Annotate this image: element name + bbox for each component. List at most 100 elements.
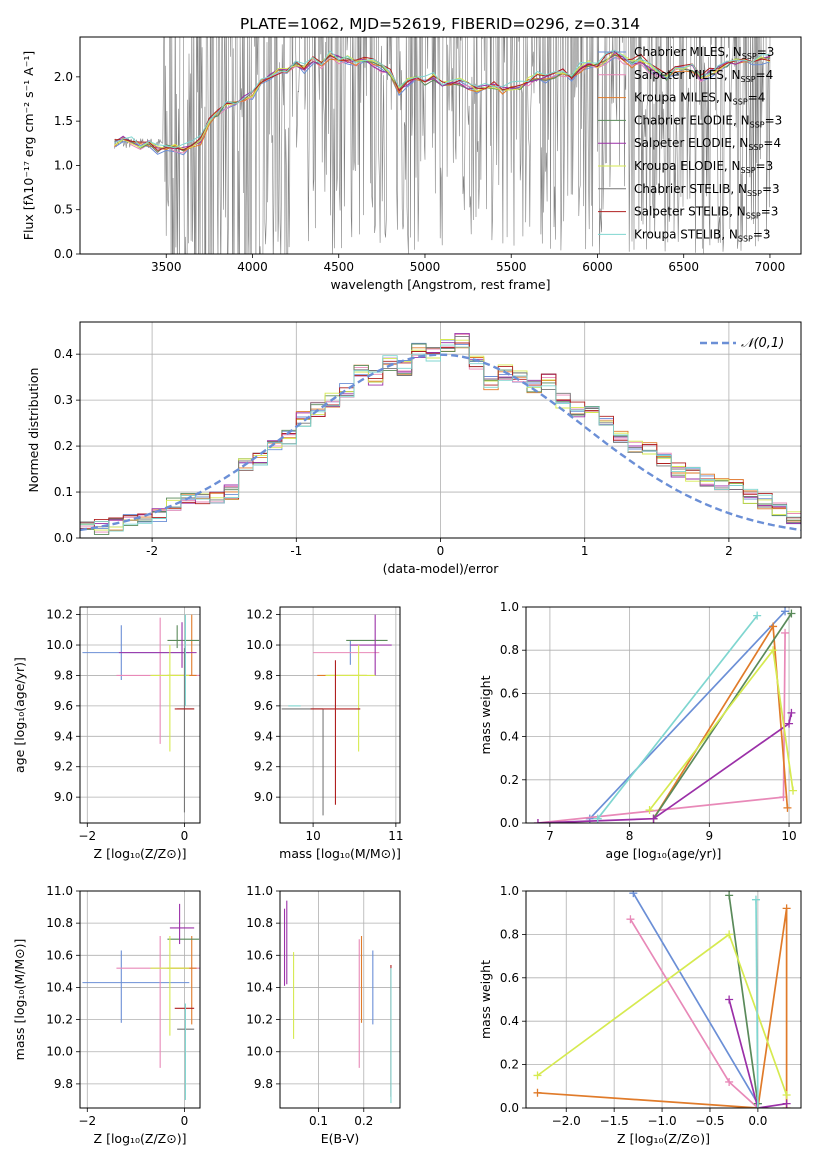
y-tick-label: 9.4 <box>254 729 273 743</box>
legend-label: Salpeter ELODIE, NSSP=4 <box>634 136 781 152</box>
x-axis-label: mass [log₁₀(M/M⊙)] <box>279 846 401 861</box>
x-tick-label: −1.0 <box>647 1114 676 1128</box>
spectrum-model-line <box>114 49 771 149</box>
weight-marker <box>769 646 778 655</box>
x-tick-label: 11 <box>388 829 403 843</box>
weight-marker <box>533 1088 542 1097</box>
y-tick-label: 10.8 <box>246 916 273 930</box>
y-tick-label: 10.6 <box>46 948 73 962</box>
y-tick-label: 0.6 <box>500 686 519 700</box>
x-tick-label: −2.0 <box>552 1114 581 1128</box>
y-tick-label: 9.0 <box>54 790 73 804</box>
axes-frame <box>79 890 201 1109</box>
weight_vs_age-plot-area <box>533 607 798 823</box>
mass_vs_EBV-panel: 0.1 0.2 9.8 10.0 10.2 10.4 10.6 10.8 11.0 E(B-V) <box>246 884 401 1146</box>
y-tick-label: 10.4 <box>46 980 73 994</box>
y-tick-label: 0.6 <box>500 971 519 985</box>
y-tick-label: 0.0 <box>54 247 73 261</box>
x-tick-label: 3500 <box>151 260 182 274</box>
x-tick-label: 4000 <box>237 260 268 274</box>
age_vs_Z-plot-area <box>82 614 200 813</box>
mass_vs_Z-panel: −2 0 9.8 10.0 10.2 10.4 10.6 10.8 11.0 Z [log₁₀(Z… <box>12 884 201 1146</box>
x-tick-label: 8 <box>626 829 634 843</box>
y-tick-label: 10.8 <box>46 916 73 930</box>
legend-label: Chabrier ELODIE, NSSP=3 <box>634 113 782 129</box>
age_vs_mass-panel: 10 11 9.0 9.2 9.4 9.6 9.8 10.0 10.2 mass [log₁₀(M… <box>246 606 404 861</box>
legend-subscript: SSP <box>742 52 757 61</box>
x-tick-label: −1.5 <box>600 1114 629 1128</box>
y-axis-label: age [log₁₀(age/yr)] <box>12 657 27 773</box>
y-tick-label: 0.0 <box>500 1101 519 1115</box>
y-tick-label: 9.6 <box>254 699 273 713</box>
weight-line <box>648 648 794 811</box>
x-tick-label: 10 <box>781 829 796 843</box>
x-axis-label: E(B-V) <box>321 1131 360 1146</box>
weight-marker <box>782 1090 791 1099</box>
legend-subscript: SSP <box>748 143 763 152</box>
x-tick-label: 7 <box>546 829 554 843</box>
weight-marker <box>769 622 778 631</box>
weight-line <box>597 615 758 820</box>
y-tick-label: 9.8 <box>254 668 273 682</box>
weight-line <box>537 908 788 1108</box>
x-tick-label: −2 <box>78 1114 96 1128</box>
y-tick-label: 10.4 <box>246 980 273 994</box>
residuals-panel: -2 -1 0 1 2 0.0 0.1 0.2 0.3 0.4 (data-model)/error… <box>26 321 802 576</box>
x-tick-label: 9 <box>706 829 714 843</box>
weight-line <box>755 899 759 1108</box>
x-tick-label: 6000 <box>582 260 613 274</box>
x-tick-label: 0.1 <box>309 1114 328 1128</box>
y-axis-label: mass weight <box>478 675 493 754</box>
y-tick-label: 11.0 <box>46 884 73 898</box>
weight-marker <box>725 1077 734 1086</box>
y-tick-label: 9.8 <box>254 1077 273 1091</box>
y-tick-label: 1.5 <box>54 114 73 128</box>
weight-marker <box>649 814 658 823</box>
y-tick-label: 0.3 <box>54 393 73 407</box>
x-tick-label: 0 <box>181 829 189 843</box>
weight-line <box>589 610 786 820</box>
y-axis-label: mass weight <box>478 960 493 1039</box>
weight-line <box>629 918 759 1108</box>
weight_vs_age-panel: 7 8 9 10 0.0 0.2 0.4 0.6 0.8 1.0 age [log₁₀(age/yr… <box>478 600 802 861</box>
weight_vs_Z-panel: −2.0 −1.5 −1.0 −0.5 0.0 0.0 0.2 0.4 0.6 0.8 1.0 Z [… <box>478 884 802 1146</box>
axes-frame <box>279 890 401 1109</box>
y-tick-label: 10.2 <box>246 1013 273 1027</box>
weight_vs_Z-plot-area <box>533 891 791 1108</box>
legend-label: Salpeter STELIB, NSSP=3 <box>634 205 778 221</box>
y-tick-label: 0.2 <box>500 1058 519 1072</box>
y-tick-label: 10.6 <box>246 948 273 962</box>
spectrum-legend: Chabrier MILES, NSSP=3 Salpeter MILES, NS… <box>598 45 782 243</box>
y-tick-label: 10.0 <box>46 1045 73 1059</box>
x-tick-label: −0.5 <box>695 1114 724 1128</box>
axes-frame <box>525 890 802 1109</box>
y-tick-label: 10.2 <box>46 608 73 622</box>
y-tick-label: 0.4 <box>54 347 73 361</box>
y-tick-label: 9.8 <box>54 668 73 682</box>
legend-tail: =3 <box>757 45 775 59</box>
y-tick-label: 1.0 <box>500 884 519 898</box>
y-tick-label: 9.0 <box>254 790 273 804</box>
weight-marker <box>781 607 790 616</box>
spectrum-data-line <box>114 37 771 254</box>
axes-frame <box>79 36 802 255</box>
weight-marker <box>533 1071 542 1080</box>
y-tick-label: 0.8 <box>500 927 519 941</box>
y-axis-label: Flux [fλ10⁻¹⁷ erg cm⁻² s⁻¹ A⁻¹] <box>21 51 36 240</box>
mass_vs_Z-plot-area <box>82 903 200 1100</box>
y-tick-label: 10.0 <box>46 638 73 652</box>
x-tick-label: 6500 <box>668 260 699 274</box>
x-tick-label: -1 <box>290 544 302 558</box>
spectrum-plot-area <box>114 37 771 254</box>
legend-subscript: SSP <box>741 166 756 175</box>
weight-marker <box>533 819 542 823</box>
axes-frame <box>79 606 201 824</box>
weight-marker <box>725 930 734 939</box>
y-tick-label: 0.5 <box>54 203 73 217</box>
legend-tail: =4 <box>756 68 774 82</box>
legend-tail: =3 <box>753 227 771 241</box>
x-axis-label: Z [log₁₀(Z/Z⊙)] <box>94 1131 187 1146</box>
x-tick-label: 2 <box>725 544 733 558</box>
weight-marker <box>781 628 790 637</box>
